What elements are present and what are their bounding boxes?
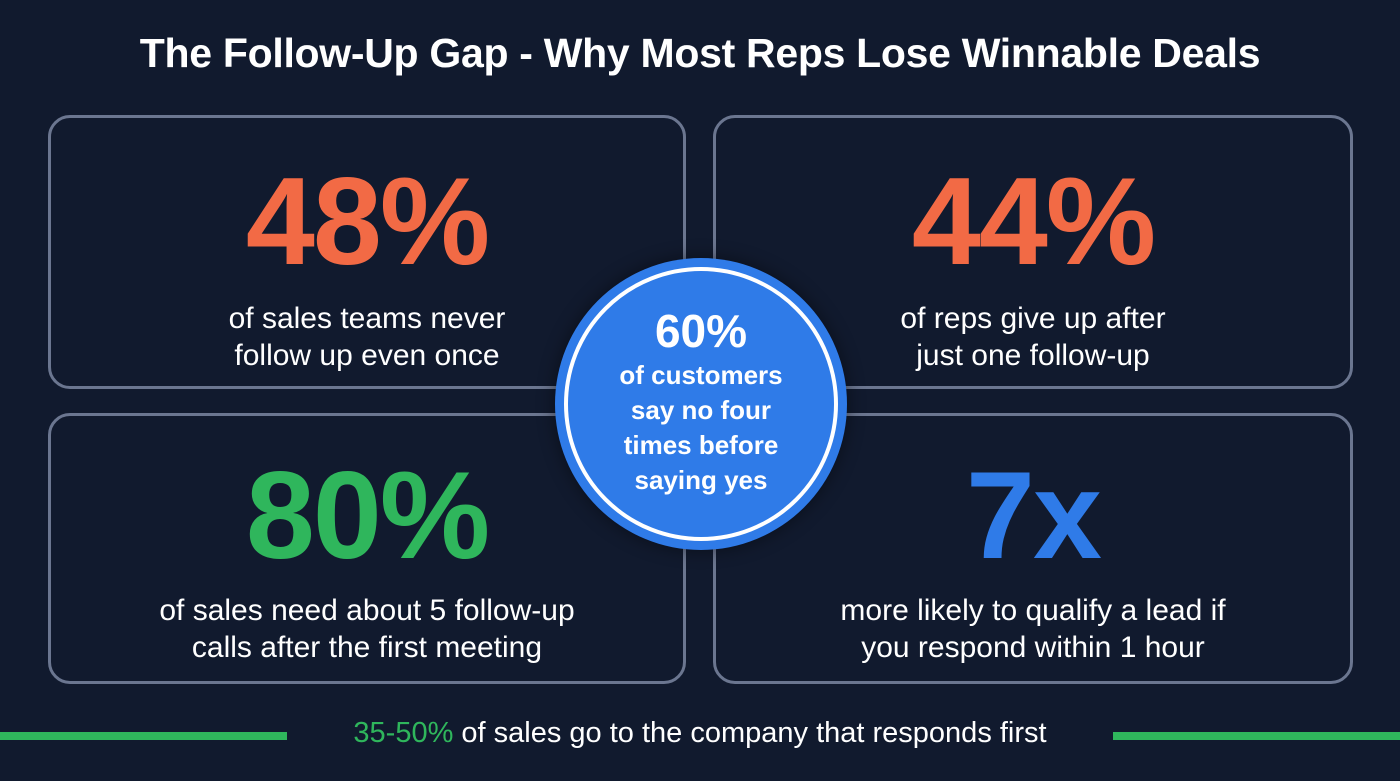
stat-value: 7x	[966, 447, 1102, 585]
center-stat-line: of customers	[619, 360, 783, 390]
center-stat-content: 60% of customers say no four times befor…	[555, 258, 847, 550]
stat-description-line: of reps give up after	[900, 302, 1166, 335]
stat-description: of reps give up after just one follow-up	[900, 300, 1165, 374]
stat-value: 44%	[911, 153, 1156, 291]
center-stat-description: of customers say no four times before sa…	[619, 358, 782, 498]
center-stat-line: say no four	[630, 395, 772, 425]
stat-description: of sales teams never follow up even once	[229, 300, 506, 374]
stat-description-line: of sales need about 5 follow-up	[159, 594, 575, 627]
stat-description: more likely to qualify a lead if you res…	[840, 592, 1225, 666]
footer-highlight: 35-50%	[353, 717, 454, 749]
center-stat-line: times before	[623, 430, 779, 460]
stat-description-line: of sales teams never	[228, 302, 506, 335]
stat-description-line: just one follow-up	[916, 339, 1150, 372]
stat-description-line: you respond within 1 hour	[861, 631, 1205, 664]
page-title: The Follow-Up Gap - Why Most Reps Lose W…	[139, 30, 1261, 76]
footer-banner: 35-50% of sales go to the company that r…	[0, 714, 1400, 754]
stat-value: 48%	[245, 153, 490, 291]
footer-text: 35-50% of sales go to the company that r…	[0, 717, 1400, 750]
stat-card-never-follow-up: 48% of sales teams never follow up even …	[48, 115, 686, 389]
center-stat-circle: 60% of customers say no four times befor…	[555, 258, 847, 550]
center-stat-line: saying yes	[634, 465, 768, 495]
footer-statement: of sales go to the company that responds…	[453, 717, 1047, 749]
stat-description: of sales need about 5 follow-up calls af…	[159, 592, 574, 666]
footer-divider-right	[1113, 732, 1400, 740]
stat-description-line: follow up even once	[234, 339, 500, 372]
stat-value: 80%	[245, 447, 490, 585]
stat-description-line: calls after the first meeting	[191, 631, 543, 664]
footer-divider-left	[0, 732, 287, 740]
stat-card-give-up: 44% of reps give up after just one follo…	[713, 115, 1353, 389]
circle-ring	[564, 267, 838, 541]
stat-description-line: more likely to qualify a lead if	[840, 594, 1226, 627]
center-stat-value: 60%	[654, 305, 748, 357]
